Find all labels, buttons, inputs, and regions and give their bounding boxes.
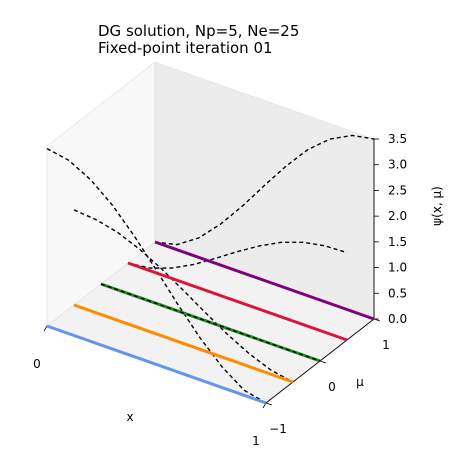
- y-tick-label: 0: [328, 380, 336, 394]
- z-axis-label: ψ(x, μ): [430, 186, 444, 226]
- y-tick-mark: [265, 402, 273, 406]
- x-tick-label: 1: [252, 434, 260, 448]
- exact-curve-mu0-overlay: [100, 283, 321, 362]
- exact-curve-0: [46, 147, 267, 404]
- dg-solution-line-0: [46, 324, 267, 405]
- y-axis-label: μ: [356, 375, 364, 389]
- y-tick-label: 1: [382, 338, 390, 352]
- dg-solution-line-3: [127, 261, 348, 342]
- dg-solution-line-4: [154, 240, 375, 321]
- z-tick-label: 3.0: [388, 158, 407, 172]
- chart-subtitle: Fixed-point iteration 01: [98, 39, 273, 57]
- z-tick-label: 0.5: [388, 286, 407, 300]
- exact-curve-4: [154, 134, 375, 246]
- y-tick-mark: [319, 360, 327, 364]
- x-axis-label: x: [126, 410, 133, 424]
- exact-curve-3: [127, 241, 348, 269]
- tick-labels: 0 1 −1 0 1 0.0 0.5 1.0 1.5 2.0 2.5 3.0 3.5: [33, 132, 407, 448]
- axes-panes: [46, 61, 375, 404]
- z-tick-label: 3.5: [388, 132, 407, 146]
- plot-area: [46, 134, 375, 405]
- x-tick-label: 0: [33, 357, 41, 371]
- x-tick-mark: [43, 325, 48, 332]
- z-tick-label: 0.0: [388, 312, 407, 326]
- chart-title: DG solution, Np=5, Ne=25: [98, 22, 299, 40]
- dg-solution-line-1: [73, 303, 294, 384]
- y-tick-label: −1: [269, 422, 287, 436]
- z-tick-label: 1.0: [388, 261, 407, 275]
- z-tick-label: 1.5: [388, 235, 407, 249]
- z-tick-label: 2.0: [388, 209, 407, 223]
- z-tick-label: 2.5: [388, 183, 407, 197]
